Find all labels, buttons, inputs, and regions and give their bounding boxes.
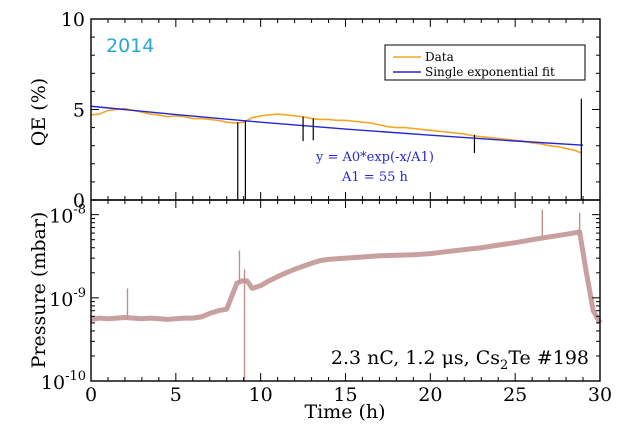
tick-label-exponent: -9 [73, 286, 86, 301]
condition-subscript: 2 [500, 358, 508, 373]
qe-y-tick-label: 5 [73, 100, 85, 122]
x-tick-label: 0 [85, 384, 97, 406]
qe-panel: 0 5 10 2014 QE (%) Data Single exponential… [28, 9, 601, 212]
qe-y-tick-label: 10 [61, 9, 85, 31]
fit-parameter: A1 = 55 h [341, 170, 408, 185]
x-tick-label: 5 [170, 384, 182, 406]
tick-label-base: 10 [49, 289, 73, 311]
pressure-line [90, 229, 603, 325]
pressure-y-tick-label: 10-8 [49, 203, 86, 228]
pressure-y-axis-title: Pressure (mbar) [28, 212, 50, 369]
fit-equation: y = A0*exp(-x/A1) [315, 150, 434, 165]
x-tick-label: 30 [588, 384, 612, 406]
qe-y-axis-title: QE (%) [28, 78, 50, 146]
tick-label-exponent: -10 [65, 369, 86, 384]
pressure-y-tick-label: 10-9 [49, 286, 86, 311]
condition-prefix: 2.3 nC, 1.2 μs, Cs [331, 347, 500, 369]
legend-box [384, 44, 586, 81]
qe-legend: Data Single exponential fit [384, 44, 586, 81]
condition-suffix: Te #198 [508, 347, 589, 369]
condition-label: 2.3 nC, 1.2 μs, Cs2Te #198 [331, 347, 589, 373]
x-tick-label: 10 [249, 384, 273, 406]
x-tick-label: 25 [503, 384, 527, 406]
tick-label-exponent: -8 [73, 203, 86, 218]
qe-plot-lines [90, 98, 584, 200]
qe-data-line [90, 107, 582, 154]
pressure-y-tick-label: 10-10 [41, 369, 86, 394]
tick-label-base: 10 [41, 372, 65, 394]
legend-label-fit: Single exponential fit [425, 65, 555, 79]
x-tick-label: 20 [418, 384, 442, 406]
time-x-axis-title: Time (h) [304, 401, 385, 423]
tick-label-base: 10 [49, 206, 73, 228]
qe-fit-line [90, 105, 584, 146]
qe-y-tick-label: 0 [73, 190, 85, 212]
x-tick-label: 15 [333, 384, 357, 406]
qe-ticks: 0 5 10 [61, 9, 601, 212]
year-annotation: 2014 [106, 35, 154, 57]
legend-label-data: Data [425, 50, 454, 64]
pressure-plot-lines [90, 209, 603, 381]
